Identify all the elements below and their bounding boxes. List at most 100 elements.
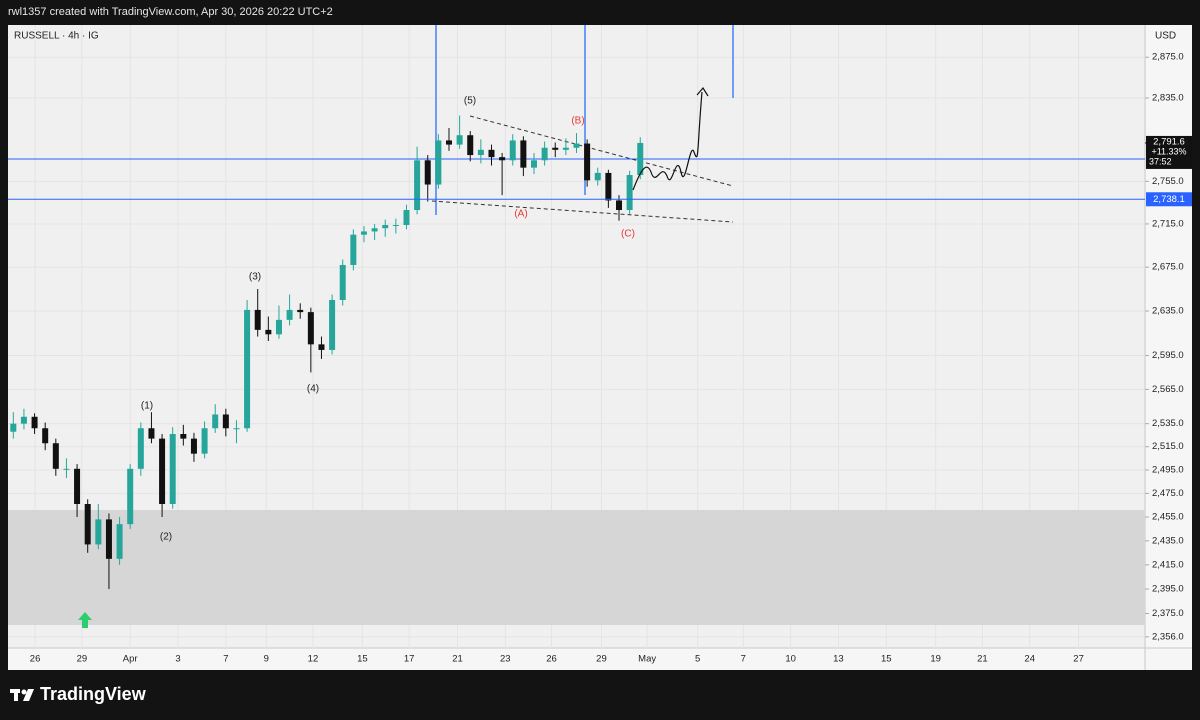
candle-body xyxy=(201,428,208,454)
y-tick-label: 2,715.0 xyxy=(1152,218,1184,229)
candle-body xyxy=(520,140,527,168)
candle-body xyxy=(414,160,421,211)
x-tick-label: 21 xyxy=(977,654,988,665)
x-tick-label: Apr xyxy=(123,654,138,665)
candle-body xyxy=(318,344,325,350)
candle-body xyxy=(74,468,81,505)
candle-body xyxy=(148,428,155,439)
price-axis xyxy=(1145,25,1192,670)
x-tick-label: 10 xyxy=(785,654,796,665)
candle-body xyxy=(297,309,304,313)
level-label-box xyxy=(1146,192,1192,207)
candle-body xyxy=(371,228,378,232)
candle-body xyxy=(286,309,293,320)
candle-body xyxy=(254,309,261,330)
candle-body xyxy=(445,140,452,145)
candle-body xyxy=(63,468,70,470)
candle-body xyxy=(562,147,569,150)
candle-body xyxy=(350,234,357,265)
logo-part xyxy=(23,689,34,701)
y-tick-label: 2,565.0 xyxy=(1152,384,1184,395)
candle-body xyxy=(159,438,166,505)
symbol-title: RUSSELL · 4h · IG xyxy=(14,31,99,42)
x-tick-label: 13 xyxy=(833,654,844,665)
y-tick-label: 2,415.0 xyxy=(1152,559,1184,570)
wave-label: (4) xyxy=(307,384,319,395)
candle-body xyxy=(360,231,367,235)
brand-name: TradingView xyxy=(40,684,147,704)
y-tick-label: 2,435.0 xyxy=(1152,535,1184,546)
y-tick-label: 2,595.0 xyxy=(1152,350,1184,361)
candle-body xyxy=(403,210,410,226)
candle-body xyxy=(42,428,49,444)
candle-body xyxy=(594,172,601,181)
candles xyxy=(10,115,644,590)
candle-body xyxy=(222,414,229,429)
x-tick-label: 9 xyxy=(264,654,269,665)
x-tick-label: 12 xyxy=(308,654,319,665)
candle-body xyxy=(20,416,27,424)
axes: 2,356.0 2,375.0 2,395.0 2,415.0 2,435.0 2,455… xyxy=(8,52,1192,665)
level-label: 2,738.1 xyxy=(1153,194,1185,205)
y-tick-label: 2,835.0 xyxy=(1152,93,1184,104)
y-tick-label: 2,875.0 xyxy=(1152,52,1184,63)
y-tick-label: 2,455.0 xyxy=(1152,512,1184,523)
candle-body xyxy=(52,443,59,469)
wave-label: (3) xyxy=(249,272,261,283)
y-tick-label: 2,755.0 xyxy=(1152,176,1184,187)
candle-body xyxy=(424,160,431,185)
x-tick-label: 21 xyxy=(452,654,463,665)
wave-label: (C) xyxy=(621,229,635,240)
x-tick-label: 15 xyxy=(357,654,368,665)
y-tick-label: 2,495.0 xyxy=(1152,464,1184,475)
candle-body xyxy=(116,524,123,559)
candle-body xyxy=(233,428,240,430)
x-tick-label: 7 xyxy=(223,654,228,665)
candle-body xyxy=(95,519,102,545)
last-price-label: 2,791.6 xyxy=(1153,136,1185,147)
candle-body xyxy=(84,504,91,545)
candle-body xyxy=(307,312,314,345)
up-arrow xyxy=(78,612,92,628)
candle-body xyxy=(637,142,644,176)
y-tick-label: 2,675.0 xyxy=(1152,262,1184,273)
candle-body xyxy=(339,264,346,300)
candle-body xyxy=(509,140,516,161)
candle-body xyxy=(329,299,336,350)
trendline xyxy=(431,200,734,223)
candle-body xyxy=(190,438,197,454)
candle-body xyxy=(244,309,251,429)
projection-path xyxy=(632,91,703,191)
candle-body xyxy=(488,149,495,158)
x-tick-label: 17 xyxy=(404,654,415,665)
demand-zone xyxy=(8,510,1145,625)
candle-body xyxy=(10,423,17,432)
x-tick-label: 24 xyxy=(1024,654,1035,665)
x-tick-label: 3 xyxy=(175,654,180,665)
y-tick-label: 2,395.0 xyxy=(1152,584,1184,595)
x-tick-label: 15 xyxy=(881,654,892,665)
x-tick-label: 29 xyxy=(596,654,607,665)
x-tick-label: May xyxy=(638,654,656,665)
candle-body xyxy=(477,149,484,156)
candle-body xyxy=(616,200,623,211)
header: rwl1357 created with TradingView.com, Ap… xyxy=(8,6,333,18)
candle-body xyxy=(382,225,389,229)
y-tick-label: 2,535.0 xyxy=(1152,418,1184,429)
bar-countdown: 37:52 xyxy=(1149,156,1172,166)
x-tick-label: 26 xyxy=(546,654,557,665)
candle-body xyxy=(265,329,272,335)
candle-body xyxy=(105,519,112,559)
candle-body xyxy=(626,175,633,211)
candle-body xyxy=(573,143,580,148)
y-tick-label: 2,475.0 xyxy=(1152,488,1184,499)
candle-body xyxy=(127,468,134,525)
candle-body xyxy=(31,416,38,429)
x-tick-label: 5 xyxy=(695,654,700,665)
candle-body xyxy=(137,428,144,469)
candle-body xyxy=(392,225,399,227)
candle-body xyxy=(541,147,548,161)
candle-body xyxy=(435,140,442,185)
wave-label: (1) xyxy=(141,401,153,412)
